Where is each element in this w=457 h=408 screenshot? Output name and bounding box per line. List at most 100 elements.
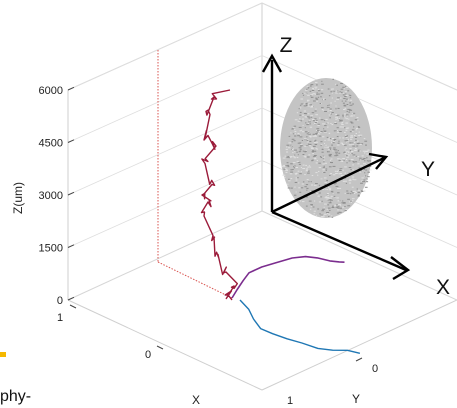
point-cloud-point xyxy=(339,91,343,93)
point-cloud-point xyxy=(290,187,293,189)
point-cloud-point xyxy=(285,172,288,173)
point-cloud-point xyxy=(323,172,326,173)
inset-z-label: Z xyxy=(280,34,293,57)
point-cloud-point xyxy=(294,154,296,156)
point-cloud-point xyxy=(291,141,293,143)
point-cloud-point xyxy=(300,103,304,105)
point-cloud-point xyxy=(314,158,317,160)
point-cloud-point xyxy=(360,143,364,145)
point-cloud-point xyxy=(342,126,345,128)
point-cloud-point xyxy=(294,182,298,183)
point-cloud-point xyxy=(324,139,326,141)
point-cloud-point xyxy=(306,187,309,189)
point-cloud-point xyxy=(315,172,318,174)
point-cloud-point xyxy=(320,178,323,180)
point-cloud-point xyxy=(299,107,302,109)
point-cloud-point xyxy=(342,94,345,96)
point-cloud-point xyxy=(322,189,325,190)
point-cloud-point xyxy=(356,140,359,142)
point-cloud-point xyxy=(285,168,288,170)
point-cloud-point xyxy=(335,83,337,85)
point-cloud-point xyxy=(298,151,301,153)
point-cloud-point xyxy=(293,166,294,168)
point-cloud-point xyxy=(358,131,360,133)
point-cloud-point xyxy=(295,167,299,168)
point-cloud-point xyxy=(357,189,360,191)
point-cloud-point xyxy=(324,162,328,164)
point-cloud-point xyxy=(349,104,353,106)
point-cloud-point xyxy=(323,159,325,161)
point-cloud-point xyxy=(328,149,330,151)
point-cloud-point xyxy=(356,156,360,158)
point-cloud-point xyxy=(292,169,294,170)
point-cloud-point xyxy=(365,150,369,152)
point-cloud-point xyxy=(326,122,330,124)
point-cloud-point xyxy=(344,96,347,97)
point-cloud-point xyxy=(339,119,343,121)
point-cloud-point xyxy=(310,205,313,207)
point-cloud-point xyxy=(339,207,342,209)
point-cloud-point xyxy=(344,149,346,151)
point-cloud-point xyxy=(331,88,334,90)
point-cloud-point xyxy=(333,182,336,184)
point-cloud-point xyxy=(305,122,307,124)
point-cloud-point xyxy=(357,135,361,137)
point-cloud-point xyxy=(364,152,366,154)
point-cloud-point xyxy=(288,180,291,182)
point-cloud-point xyxy=(312,133,315,135)
point-cloud-point xyxy=(332,205,334,207)
point-cloud-point xyxy=(344,144,347,146)
point-cloud-point xyxy=(335,108,337,110)
point-cloud-point xyxy=(287,187,290,189)
point-cloud-point xyxy=(297,177,299,179)
point-cloud-point xyxy=(354,119,358,121)
point-cloud-point xyxy=(330,123,332,124)
point-cloud-point xyxy=(305,102,308,104)
point-cloud-point xyxy=(327,198,330,200)
point-cloud-point xyxy=(327,207,331,209)
point-cloud-point xyxy=(310,95,312,97)
point-cloud-point xyxy=(321,108,323,110)
point-cloud-point xyxy=(291,149,294,150)
point-cloud-point xyxy=(367,176,370,178)
point-cloud-point xyxy=(306,88,308,90)
point-cloud-point xyxy=(346,155,349,157)
point-cloud-point xyxy=(292,155,296,157)
point-cloud-point xyxy=(287,166,290,168)
point-cloud-point xyxy=(292,152,294,154)
point-cloud-point xyxy=(296,112,299,114)
point-cloud-point xyxy=(310,147,314,149)
point-cloud-point xyxy=(365,181,369,183)
point-cloud-point xyxy=(314,93,316,95)
point-cloud-point xyxy=(350,200,352,202)
point-cloud-point xyxy=(297,132,300,134)
point-cloud-point xyxy=(304,131,308,133)
point-cloud-point xyxy=(349,97,352,99)
point-cloud-point xyxy=(328,197,332,199)
point-cloud-point xyxy=(346,141,348,143)
point-cloud-point xyxy=(291,138,295,140)
point-cloud-point xyxy=(329,117,331,119)
point-cloud-point xyxy=(337,192,340,194)
point-cloud-point xyxy=(295,191,297,193)
point-cloud-point xyxy=(364,175,367,177)
point-cloud-point xyxy=(308,123,311,125)
point-cloud-point xyxy=(330,113,332,115)
point-cloud-point xyxy=(344,180,347,182)
point-cloud-point xyxy=(347,141,349,142)
point-cloud-point xyxy=(317,88,320,90)
point-cloud-point xyxy=(365,169,368,171)
point-cloud-point xyxy=(303,155,307,157)
point-cloud-point xyxy=(298,163,301,165)
point-cloud-point xyxy=(347,99,349,101)
point-cloud-point xyxy=(334,155,337,157)
point-cloud-point xyxy=(287,183,289,185)
point-cloud-point xyxy=(352,103,354,105)
point-cloud-point xyxy=(316,93,319,95)
point-cloud-point xyxy=(292,127,295,129)
point-cloud-point xyxy=(326,212,330,213)
point-cloud-point xyxy=(318,170,320,172)
point-cloud-point xyxy=(294,129,296,131)
point-cloud-point xyxy=(352,191,355,192)
point-cloud-point xyxy=(338,159,341,161)
